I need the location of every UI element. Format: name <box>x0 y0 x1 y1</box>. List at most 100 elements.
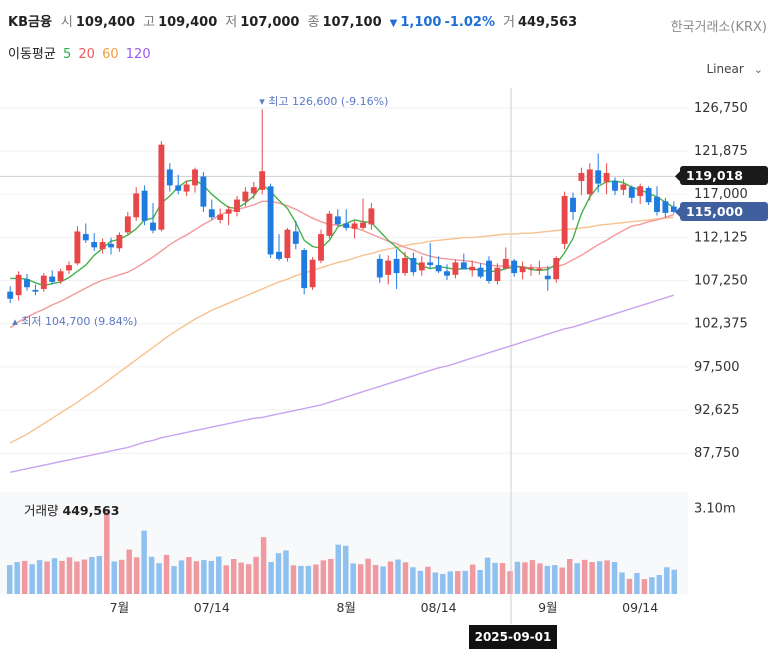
volume-bar <box>223 565 229 594</box>
volume-bar <box>634 573 640 594</box>
candle <box>544 265 551 291</box>
candle <box>192 167 198 193</box>
volume-bar <box>201 560 207 594</box>
candle <box>670 201 677 214</box>
candle-body <box>158 144 165 230</box>
scale-select[interactable]: Linear ⌄ <box>706 62 763 76</box>
quote-bar: KB금융 시 109,400 고 109,400 저 107,000 종 107… <box>8 11 582 31</box>
y-tick-label: 102,375 <box>694 317 748 332</box>
low-label: 저 <box>225 15 238 30</box>
x-tick-label: 07/14 <box>194 600 230 615</box>
y-tick-label: 121,875 <box>694 144 748 159</box>
candle-body <box>284 229 291 258</box>
candle-body <box>595 170 602 184</box>
volume-bar <box>156 563 162 594</box>
volume-bar <box>231 558 237 594</box>
candle <box>175 174 182 195</box>
crosshair-date-tag: 2025-09-01 <box>469 625 557 649</box>
ma60-line <box>9 216 674 444</box>
volume-bar <box>298 565 304 594</box>
volume-panel-title: 거래량 <box>24 503 59 518</box>
open-value: 109,400 <box>75 15 136 30</box>
volume-bar <box>619 572 625 594</box>
candle <box>309 257 316 290</box>
volume-bar <box>455 571 461 594</box>
candle-body <box>40 275 47 289</box>
candle-body <box>200 176 207 207</box>
x-tick-label: 9월 <box>538 600 557 615</box>
candle-body <box>99 242 106 250</box>
change-pct: -1.02% <box>444 15 495 30</box>
candle <box>561 191 568 250</box>
volume-bar <box>604 560 610 594</box>
volume-bar <box>7 565 13 594</box>
volume-bar <box>387 561 394 594</box>
ma-legend-5[interactable]: 5 <box>62 47 72 62</box>
high-label: 고 <box>143 15 156 30</box>
candle <box>628 185 635 204</box>
candle-body <box>628 187 635 198</box>
volume-bar <box>313 564 319 594</box>
candle <box>376 254 383 283</box>
low-value: 107,000 <box>240 15 300 30</box>
candle-body <box>74 231 81 264</box>
candle <box>301 248 308 295</box>
candle-body <box>519 266 526 273</box>
candle-body <box>536 268 543 271</box>
close-label: 종 <box>307 15 320 30</box>
candle <box>393 249 400 289</box>
candle <box>595 153 602 193</box>
volume-bar <box>671 569 677 594</box>
candle <box>586 163 593 201</box>
volume-bar <box>552 565 558 594</box>
candle-body <box>343 223 350 228</box>
candle <box>250 181 257 199</box>
volume-bar <box>245 564 252 594</box>
candle-body <box>7 291 14 299</box>
volume-bar <box>148 556 155 594</box>
candle-body <box>32 289 39 292</box>
volume-bar <box>432 572 439 594</box>
candle-body <box>402 257 408 274</box>
candle-body <box>410 257 417 273</box>
volume-bar <box>111 561 117 594</box>
candle <box>435 256 442 274</box>
candle <box>603 163 610 195</box>
ma-legend[interactable]: 이동평균 5 20 60 120 <box>8 43 154 62</box>
ma-legend-20[interactable]: 20 <box>78 47 95 62</box>
candle-body <box>124 216 131 233</box>
candle-body <box>368 208 375 225</box>
volume-bar <box>21 560 28 594</box>
volume-bar <box>596 561 603 594</box>
candle <box>200 172 207 212</box>
candle-body <box>645 188 652 203</box>
candle <box>477 263 484 279</box>
candle-body <box>91 242 98 248</box>
candle <box>150 203 156 234</box>
candle-body <box>385 260 392 275</box>
ma5-line <box>10 179 675 287</box>
candle-body <box>82 234 89 241</box>
candle-body <box>192 169 198 186</box>
volume-bar <box>581 559 588 594</box>
candle <box>276 234 282 261</box>
candle <box>637 183 644 204</box>
candle <box>242 187 249 207</box>
candle <box>536 260 543 275</box>
candle-body <box>460 262 467 270</box>
volume-bar <box>656 574 663 594</box>
candle-body <box>586 169 593 195</box>
candle <box>460 253 467 270</box>
close-value: 107,100 <box>322 15 382 30</box>
volume-bar <box>66 557 73 594</box>
volume-bar <box>477 570 483 594</box>
exchange-name: 한국거래소(KRX) <box>670 20 767 35</box>
candle-body <box>376 258 383 278</box>
ma-legend-60[interactable]: 60 <box>102 47 119 62</box>
volume-bar <box>567 558 573 594</box>
candle <box>612 177 618 196</box>
candle <box>620 179 627 196</box>
candle <box>528 264 534 276</box>
ma-legend-120[interactable]: 120 <box>125 47 151 62</box>
